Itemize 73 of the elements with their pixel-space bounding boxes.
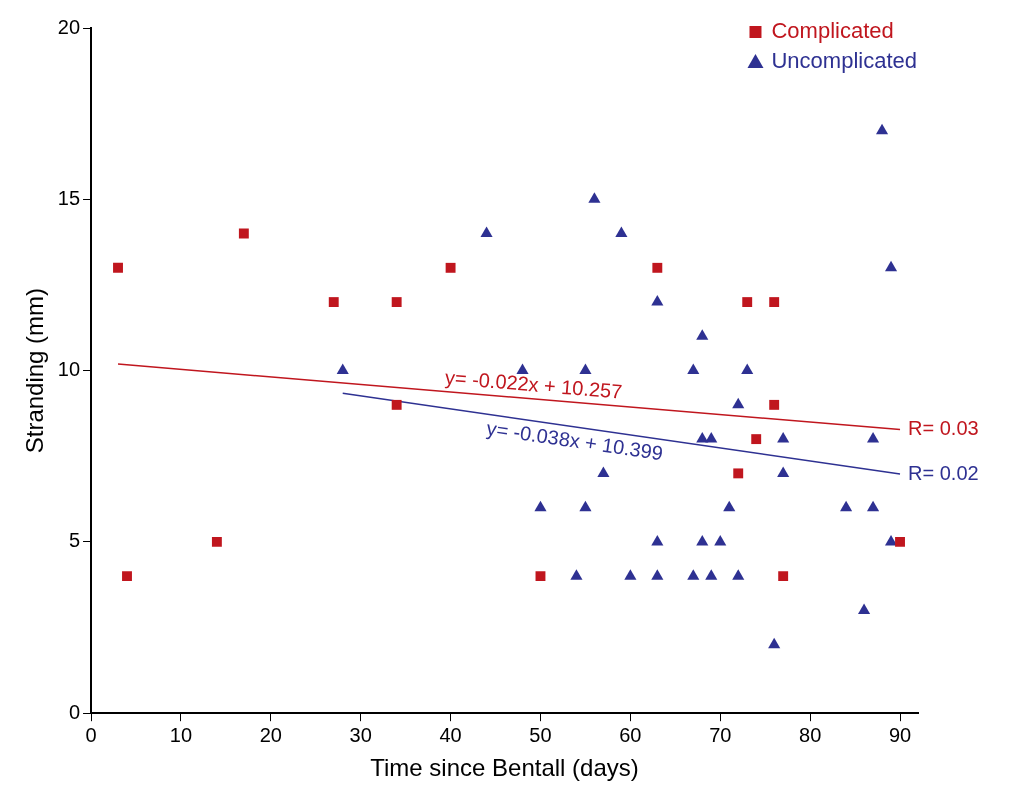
x-tick-label: 80 — [799, 723, 822, 746]
annotation: y= -0.038x + 10.399 — [485, 416, 665, 465]
point — [445, 262, 456, 273]
x-tick-label: 50 — [529, 723, 552, 746]
x-tick-label: 60 — [619, 723, 642, 746]
point — [705, 569, 718, 580]
point — [769, 297, 780, 308]
x-tick-label: 30 — [349, 723, 372, 746]
legend-label: Uncomplicated — [771, 48, 917, 74]
point — [113, 262, 123, 273]
x-tick-label: 10 — [169, 723, 193, 746]
point — [651, 295, 664, 306]
point — [778, 571, 789, 582]
point — [875, 123, 889, 135]
point — [336, 363, 349, 375]
point — [705, 432, 718, 443]
point — [768, 637, 781, 649]
y-tick-label: 15 — [57, 186, 81, 209]
annotation: y= -0.022x + 10.257 — [444, 365, 624, 403]
point — [858, 603, 871, 614]
point — [741, 363, 754, 375]
point — [732, 397, 745, 409]
point — [579, 500, 592, 512]
point — [570, 569, 583, 580]
y-tick-label: 0 — [68, 700, 81, 723]
point — [777, 432, 790, 443]
point — [696, 534, 709, 546]
x-axis-title: Time since Bentall (days) — [370, 754, 639, 782]
point — [211, 536, 222, 547]
point — [777, 466, 790, 477]
point — [867, 500, 880, 512]
point — [328, 297, 339, 308]
point — [687, 569, 700, 580]
point — [624, 569, 637, 580]
point — [534, 500, 547, 512]
point — [696, 329, 709, 340]
x-tick-label: 40 — [439, 723, 462, 746]
point — [769, 399, 780, 410]
point — [751, 434, 762, 445]
point — [615, 226, 628, 238]
x-tick-label: 90 — [888, 723, 912, 746]
x-tick-label: 20 — [259, 723, 282, 746]
point — [588, 192, 601, 203]
point — [867, 432, 880, 443]
point — [651, 534, 664, 546]
point — [714, 534, 727, 546]
annotation: R= 0.02 — [908, 461, 979, 484]
point — [651, 569, 664, 580]
point — [391, 399, 402, 410]
x-tick-label: 0 — [85, 723, 97, 746]
point — [895, 536, 905, 547]
point — [579, 363, 592, 375]
point — [733, 468, 744, 479]
point — [687, 363, 700, 375]
point — [840, 500, 853, 512]
y-axis-title: Stranding (mm) — [21, 287, 49, 454]
y-tick-label: 5 — [68, 529, 81, 552]
point — [391, 297, 402, 308]
point — [122, 571, 132, 582]
point — [652, 262, 663, 273]
annotation: R= 0.03 — [908, 417, 979, 440]
point — [597, 466, 610, 477]
point — [238, 228, 249, 239]
x-tick-label: 70 — [709, 723, 732, 746]
point — [723, 500, 736, 512]
point — [535, 571, 546, 582]
legend-label: Complicated — [771, 18, 894, 44]
point — [732, 569, 745, 580]
point — [884, 260, 898, 272]
point — [480, 226, 493, 238]
y-tick-label: 20 — [57, 15, 81, 38]
y-tick-label: 10 — [57, 358, 81, 381]
point — [742, 297, 753, 308]
